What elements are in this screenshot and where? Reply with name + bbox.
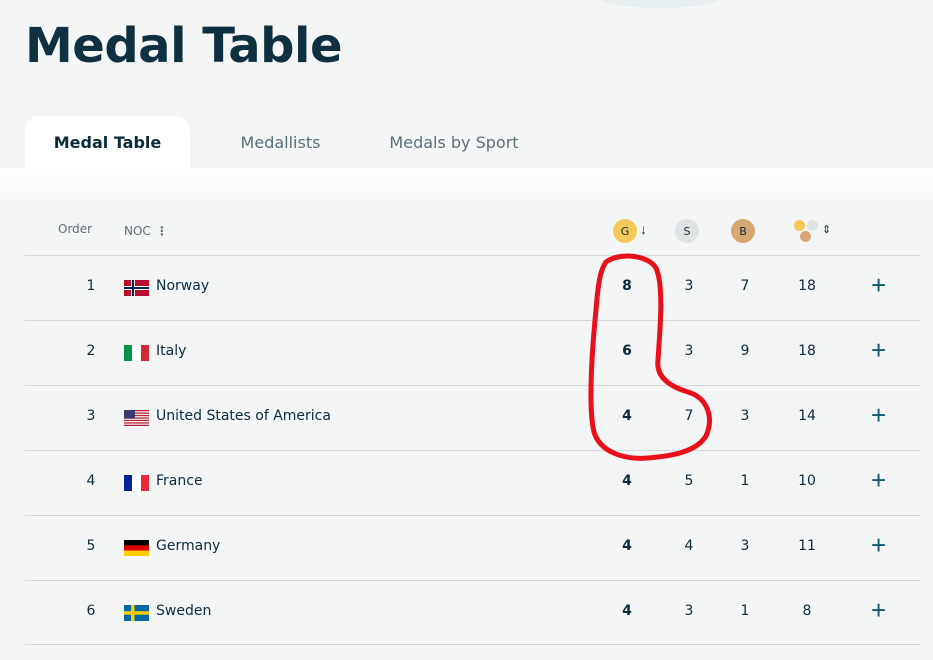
bronze-count: 3	[740, 538, 750, 554]
row-order: 3	[86, 408, 96, 424]
silver-count: 7	[684, 408, 694, 424]
country-name[interactable]: Italy	[156, 343, 187, 359]
total-count: 8	[802, 603, 812, 619]
row-order: 6	[86, 603, 96, 619]
order-column-header[interactable]: Order	[58, 222, 93, 236]
norway-flag-icon	[124, 280, 149, 296]
total-bronze-dot-icon	[800, 231, 811, 242]
total-gold-dot-icon	[794, 220, 805, 231]
noc-column-header[interactable]: NOC ⋮	[124, 222, 168, 240]
expand-plus-icon[interactable]: +	[871, 465, 887, 495]
expand-plus-icon[interactable]: +	[871, 530, 887, 560]
total-count: 18	[798, 343, 816, 359]
total-count: 18	[798, 278, 816, 294]
tab-medals-by-sport[interactable]: Medals by Sport	[389, 132, 519, 152]
germany-flag-icon	[124, 540, 149, 556]
tab-medallists[interactable]: Medallists	[240, 132, 321, 152]
usa-flag-icon	[124, 410, 149, 426]
row-order: 5	[86, 538, 96, 554]
medal-table-panel	[0, 168, 933, 660]
bronze-column-header[interactable]: B	[731, 219, 755, 243]
kebab-menu-icon[interactable]: ⋮	[155, 224, 168, 238]
tab-medal-table[interactable]: Medal Table	[25, 116, 190, 168]
row-order: 1	[86, 278, 96, 294]
expand-plus-icon[interactable]: +	[871, 270, 887, 300]
gold-count: 4	[622, 538, 632, 554]
silver-count: 5	[684, 473, 694, 489]
total-count: 10	[798, 473, 816, 489]
expand-plus-icon[interactable]: +	[871, 595, 887, 625]
expand-plus-icon[interactable]: +	[871, 400, 887, 430]
table-row: 2 Italy 6 3 9 18 +	[25, 320, 921, 385]
silver-count: 3	[684, 603, 694, 619]
italy-flag-icon	[124, 345, 149, 361]
silver-count: 3	[684, 278, 694, 294]
header-decoration	[600, 0, 720, 8]
bronze-count: 7	[740, 278, 750, 294]
sort-icon[interactable]: ⇕	[822, 224, 832, 236]
row-order: 4	[86, 473, 96, 489]
row-order: 2	[86, 343, 96, 359]
gold-column-header[interactable]: G	[613, 219, 637, 243]
gold-count: 4	[622, 473, 632, 489]
table-row: 3 United States of America 4 7 3 14 +	[25, 385, 921, 450]
gold-count: 4	[622, 603, 632, 619]
silver-count: 3	[684, 343, 694, 359]
gold-count: 6	[622, 343, 632, 359]
table-row: 5 Germany 4 4 3 11 +	[25, 515, 921, 580]
country-name[interactable]: France	[156, 473, 203, 489]
table-row: 6 Sweden 4 3 1 8 +	[25, 580, 921, 645]
sweden-flag-icon	[124, 605, 149, 621]
page-title: Medal Table	[25, 18, 343, 74]
country-name[interactable]: Sweden	[156, 603, 212, 619]
silver-column-header[interactable]: S	[675, 219, 699, 243]
country-name[interactable]: Norway	[156, 278, 210, 294]
gold-count: 4	[622, 408, 632, 424]
silver-count: 4	[684, 538, 694, 554]
arrow-down-icon[interactable]: ↓	[640, 221, 647, 237]
total-count: 11	[798, 538, 816, 554]
gold-count: 8	[622, 278, 632, 294]
bronze-count: 3	[740, 408, 750, 424]
table-row: 4 France 4 5 1 10 +	[25, 450, 921, 515]
noc-header-label: NOC	[124, 224, 151, 238]
bronze-count: 9	[740, 343, 750, 359]
bronze-count: 1	[740, 473, 750, 489]
total-silver-dot-icon	[807, 220, 818, 231]
table-row: 1 Norway 8 3 7 18 +	[25, 255, 921, 320]
total-count: 14	[798, 408, 816, 424]
bronze-count: 1	[740, 603, 750, 619]
tab-bar: Medal Table Medallists Medals by Sport	[25, 116, 537, 168]
country-name[interactable]: Germany	[156, 538, 221, 554]
france-flag-icon	[124, 475, 149, 491]
expand-plus-icon[interactable]: +	[871, 335, 887, 365]
country-name[interactable]: United States of America	[156, 408, 331, 424]
